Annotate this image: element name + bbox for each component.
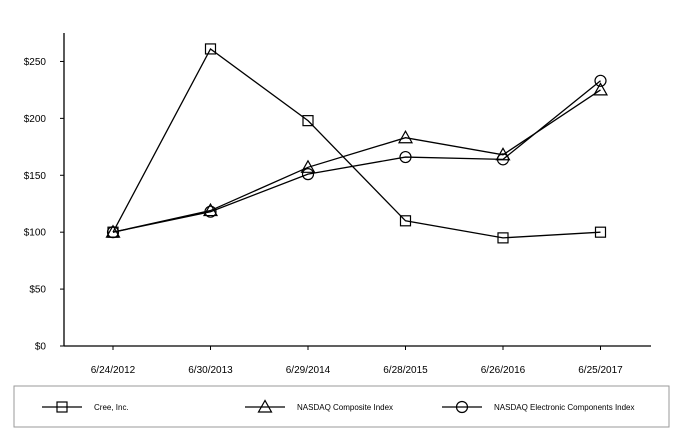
y-tick-label: $100 (24, 228, 47, 239)
x-axis-ticks: 6/24/2012 6/30/2013 6/29/2014 6/28/2015 6/26… (91, 346, 623, 376)
series-line-cree-inc (112, 47, 601, 239)
x-tick-label: 6/25/2017 (578, 365, 623, 376)
data-point-circle (399, 150, 412, 164)
data-point-square (594, 226, 607, 238)
legend-item-cree-inc: Cree, Inc. (42, 401, 129, 413)
y-tick-label: $200 (24, 114, 47, 125)
data-point-square (302, 115, 314, 127)
x-tick-label: 6/24/2012 (91, 365, 136, 376)
legend-box (13, 385, 670, 428)
data-point-circle (496, 153, 510, 166)
series-nasdaq-composite-index (105, 82, 609, 238)
series-nasdaq-electronic-components-index (106, 74, 607, 239)
series-line-nasdaq-composite-index (112, 89, 601, 233)
legend-item-nasdaq-composite-index: NASDAQ Composite Index (245, 399, 393, 413)
x-tick-label: 6/30/2013 (188, 365, 233, 376)
data-point-triangle (397, 129, 414, 144)
legend-marker-triangle (257, 399, 273, 413)
x-tick-label: 6/29/2014 (286, 365, 331, 376)
legend-label: Cree, Inc. (94, 403, 129, 412)
y-tick-label: $250 (24, 57, 47, 68)
x-tick-label: 6/28/2015 (383, 365, 428, 376)
y-tick-label: $150 (24, 171, 47, 182)
data-point-circle (204, 205, 217, 218)
legend-marker-square (56, 401, 68, 413)
series-cree-inc (107, 43, 607, 244)
x-tick-label: 6/26/2016 (481, 365, 526, 376)
data-point-circle (106, 226, 120, 239)
legend-label: NASDAQ Composite Index (297, 403, 393, 412)
data-point-square (204, 43, 217, 55)
chart-series (105, 43, 609, 244)
data-point-triangle (300, 159, 316, 173)
legend-item-nasdaq-electronic-components-index: NASDAQ Electronic Components Index (442, 400, 635, 414)
data-point-circle (594, 74, 607, 87)
chart-axes (63, 33, 651, 347)
series-line-nasdaq-electronic-components-index (112, 80, 601, 233)
data-point-circle (301, 168, 315, 181)
legend-label: NASDAQ Electronic Components Index (494, 403, 635, 412)
y-tick-label: $0 (35, 342, 47, 353)
legend: Cree, Inc. NASDAQ Composite Index NASDAQ E… (13, 385, 670, 428)
y-axis-ticks: $0 $50 $100 $150 $200 $250 (24, 57, 64, 353)
y-tick-label: $50 (29, 285, 46, 296)
data-point-square (497, 232, 509, 244)
legend-marker-circle (455, 400, 469, 414)
data-point-triangle (592, 82, 609, 96)
data-point-square (399, 215, 412, 227)
